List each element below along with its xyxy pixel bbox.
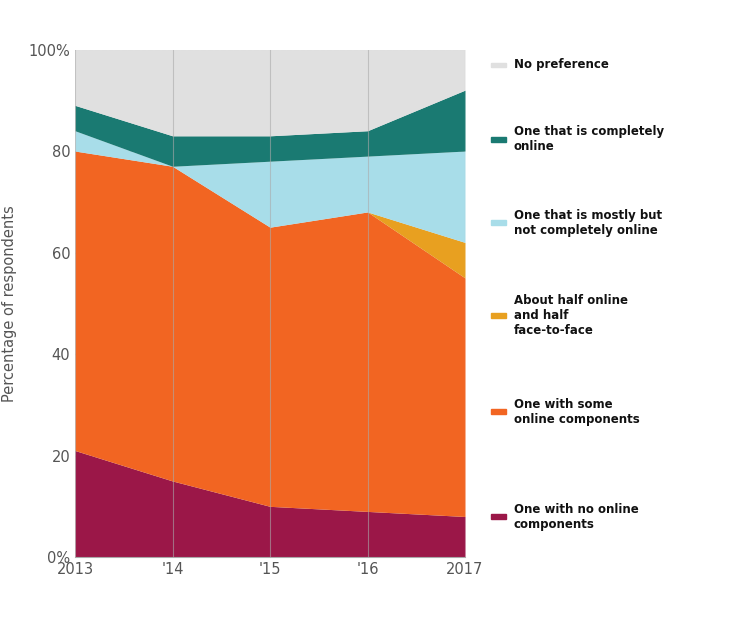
Text: One with no online
components: One with no online components — [514, 503, 638, 531]
Text: One that is mostly but
not completely online: One that is mostly but not completely on… — [514, 209, 662, 237]
Text: About half online
and half
face-to-face: About half online and half face-to-face — [514, 294, 628, 337]
Y-axis label: Percentage of respondents: Percentage of respondents — [2, 205, 17, 402]
Text: No preference: No preference — [514, 58, 609, 72]
Text: One with some
online components: One with some online components — [514, 397, 640, 426]
Text: One that is completely
online: One that is completely online — [514, 125, 664, 154]
